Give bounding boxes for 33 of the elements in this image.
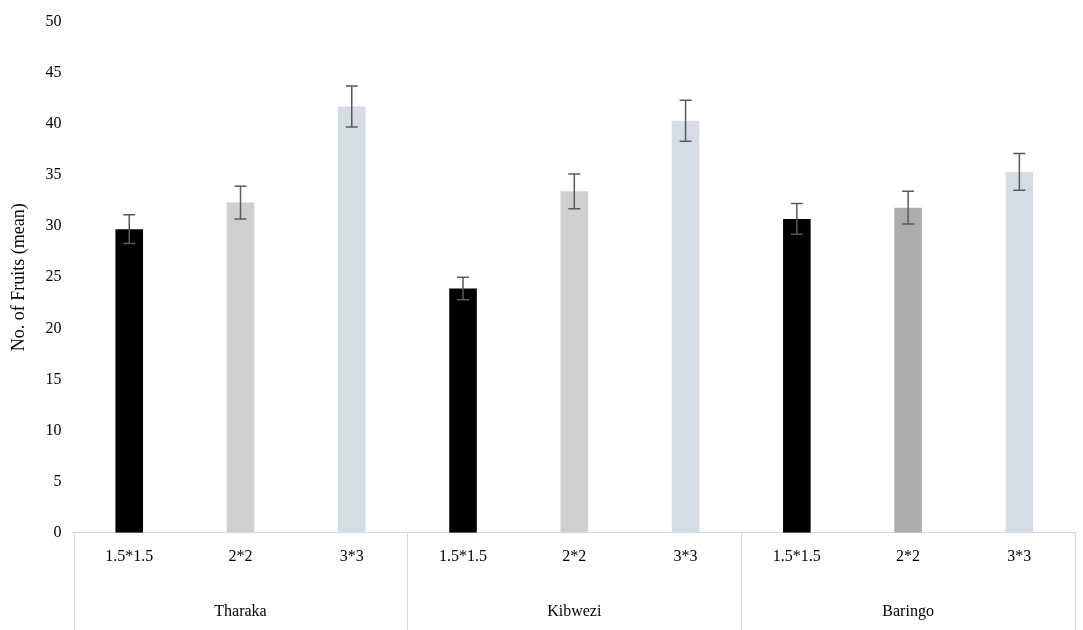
y-tick-label: 25 <box>45 267 62 285</box>
x-tick-label: 1.5*1.5 <box>105 546 154 564</box>
x-tick-label: 2*2 <box>228 546 253 564</box>
y-tick-label: 0 <box>53 523 62 540</box>
bar <box>783 218 811 533</box>
bar <box>1005 171 1034 533</box>
x-tick-label: 2*2 <box>896 546 921 564</box>
x-tick-label: 3*3 <box>1007 546 1032 564</box>
y-tick-label: 50 <box>45 11 62 29</box>
bar <box>337 106 366 533</box>
y-tick-label: 35 <box>45 165 62 183</box>
x-tick-label: 1.5*1.5 <box>439 546 488 564</box>
y-tick-label: 30 <box>45 216 62 234</box>
bar <box>671 120 700 533</box>
x-tick-label: 1.5*1.5 <box>772 546 821 564</box>
y-tick-label: 40 <box>45 114 62 132</box>
x-tick-label: 2*2 <box>562 546 587 564</box>
y-tick-label: 20 <box>45 318 62 336</box>
text: Kibwezi <box>547 602 602 620</box>
x-tick-label: 3*3 <box>339 546 364 564</box>
y-axis-title: No. of Fruits (mean) <box>7 203 29 352</box>
y-tick-label: 15 <box>45 369 62 387</box>
y-tick-label: 5 <box>53 471 62 489</box>
bar <box>449 288 477 533</box>
y-tick-label: 45 <box>45 62 62 80</box>
bar <box>894 207 922 533</box>
bar <box>560 191 589 533</box>
x-tick-label: 3*3 <box>673 546 698 564</box>
bar <box>226 202 255 533</box>
bar <box>115 229 144 533</box>
y-tick-label: 10 <box>45 420 62 438</box>
text: Tharaka <box>214 602 267 620</box>
text: Baringo <box>882 602 934 621</box>
